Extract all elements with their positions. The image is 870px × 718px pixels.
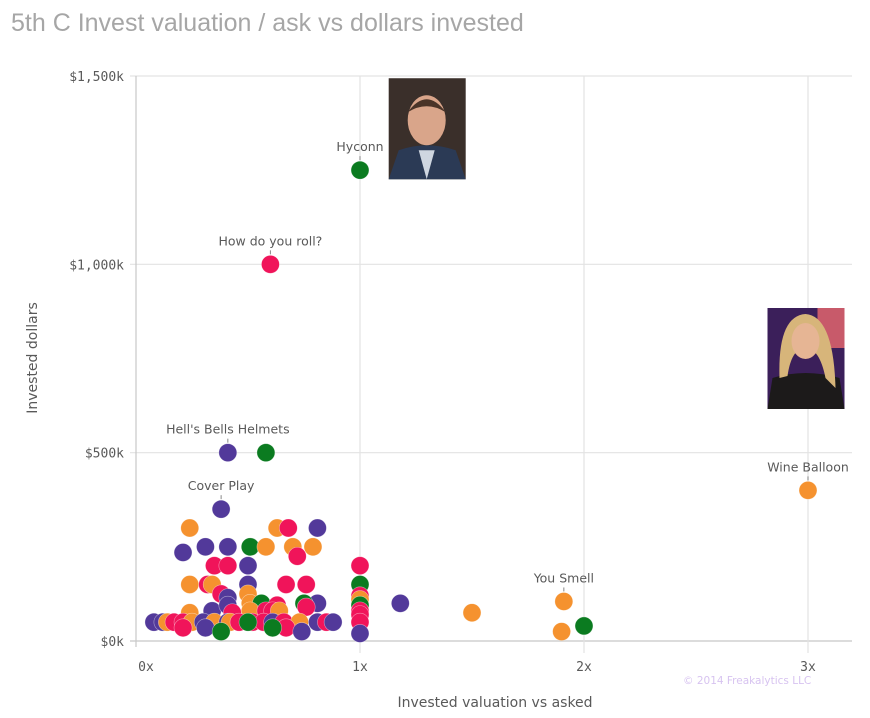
data-point [287,546,307,566]
data-points [144,160,818,643]
x-tick-label: 3x [800,660,816,675]
data-point [173,618,193,638]
dress-shape [767,373,845,409]
shirt-shape [418,150,435,180]
data-point [350,556,370,575]
y-tick-label: $1,500k [69,70,124,85]
data-point [296,575,316,594]
tick-labels: $0k $500k $1,000k $1,500k 0x 1x 2x 3x [69,70,816,675]
data-point [173,543,193,562]
point-label: You Smell [533,570,594,585]
data-point [180,518,200,538]
point-label: Wine Balloon [767,459,849,474]
data-point [218,443,238,462]
data-point [263,618,282,638]
y-tick-label: $0k [101,635,125,650]
x-tick-label: 0x [138,660,154,675]
point-label: How do you roll? [218,233,322,248]
data-point [211,499,231,519]
point-labels: Hyconn How do you roll? Hell's Bells Helme… [166,139,849,592]
data-point [180,575,200,594]
data-point [218,537,238,557]
x-axis-label: Invested valuation vs asked [397,695,592,711]
point-label: Hyconn [336,139,383,154]
y-tick-label: $1,000k [69,258,124,273]
data-point [240,537,260,557]
mark-cuban-photo [388,78,466,180]
data-point [303,537,323,557]
chart-title: 5th C Invest valuation / ask vs dollars … [11,9,524,37]
shark-photos [388,78,845,409]
data-point [798,481,818,500]
data-point [238,612,258,632]
data-point [574,616,594,636]
data-point [276,575,296,594]
face-shape [791,323,820,359]
data-point [323,612,343,632]
gridlines [130,75,852,653]
data-point [350,624,370,643]
x-tick-label: 1x [352,660,368,675]
data-point [292,622,312,641]
data-point [238,556,258,575]
data-point [308,518,327,538]
watermark: © 2014 Freakalytics LLC [683,675,811,687]
data-point [218,556,238,575]
data-point [350,160,370,180]
data-point [256,537,276,557]
point-label: Hell's Bells Helmets [166,422,290,437]
y-tick-label: $500k [85,447,124,462]
y-axis-label: Invested dollars [25,302,41,414]
data-point [196,618,215,638]
data-point [211,622,231,641]
x-tick-label: 2x [576,660,592,675]
point-label: Cover Play [188,478,255,493]
data-point [554,592,574,611]
data-point [256,443,276,462]
hair-shape [407,99,446,113]
data-point [391,594,410,613]
data-point [552,622,571,641]
data-point [279,518,298,538]
lori-greiner-photo [767,308,845,409]
data-point [196,537,215,557]
data-point [261,255,280,274]
data-point [462,603,482,623]
